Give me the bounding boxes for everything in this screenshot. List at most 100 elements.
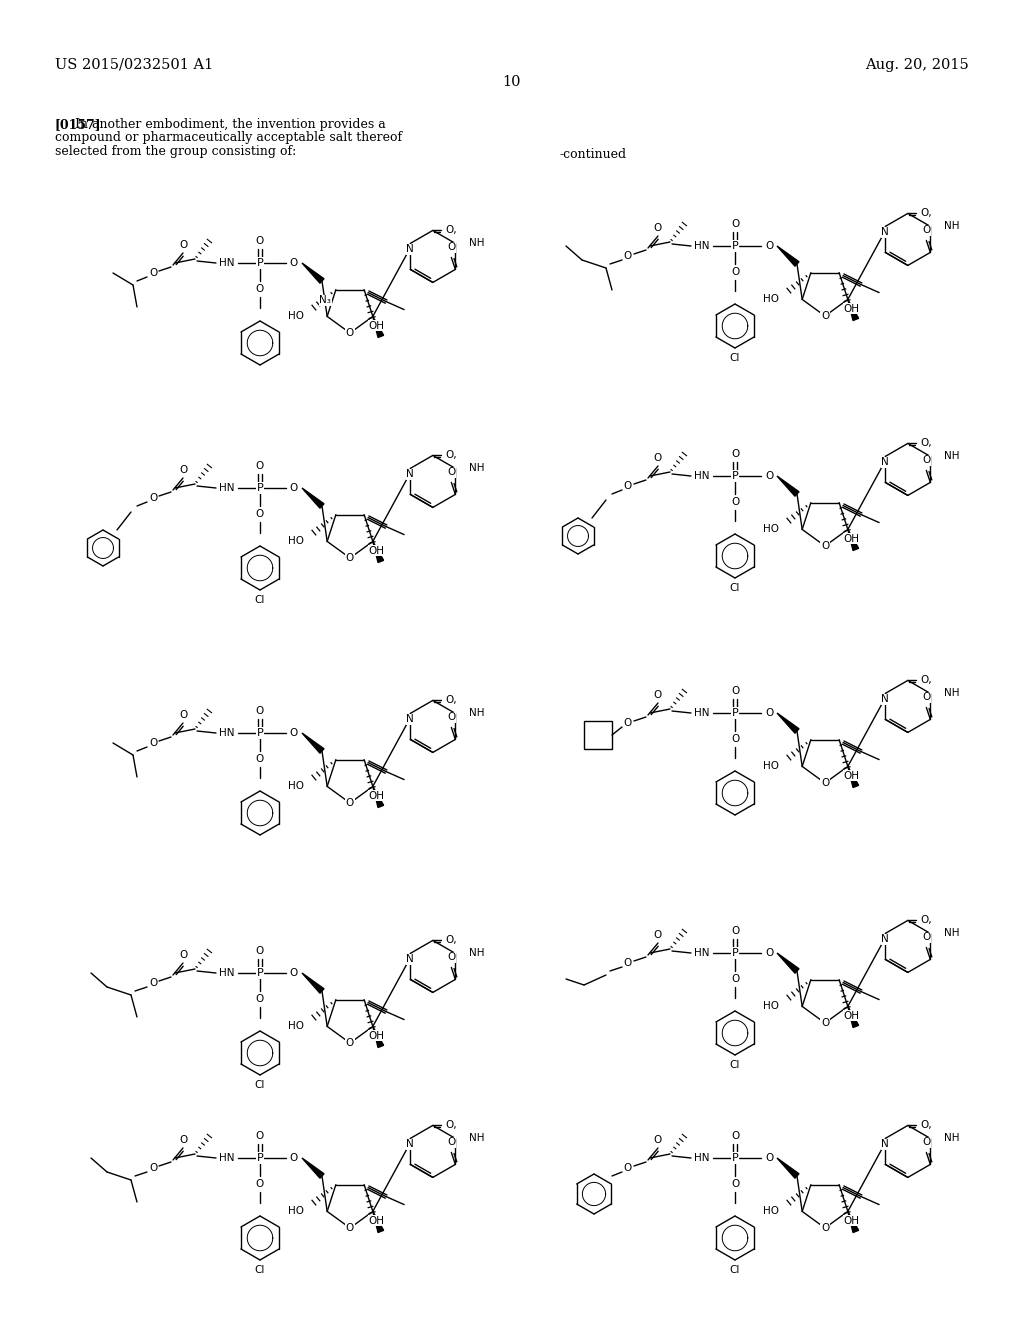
Text: Cl: Cl xyxy=(730,1265,740,1275)
Text: O,: O, xyxy=(445,450,457,461)
Text: selected from the group consisting of:: selected from the group consisting of: xyxy=(55,145,296,158)
Text: P: P xyxy=(731,471,738,480)
Text: O,: O, xyxy=(445,1121,457,1130)
Text: O: O xyxy=(923,932,931,942)
Text: NH: NH xyxy=(944,1134,959,1143)
Text: O: O xyxy=(447,713,456,722)
Text: O: O xyxy=(447,953,456,962)
Text: N: N xyxy=(407,1139,414,1150)
Text: O: O xyxy=(731,449,739,459)
Text: O: O xyxy=(731,974,739,983)
Text: O: O xyxy=(256,284,264,294)
Text: Cl: Cl xyxy=(255,1265,265,1275)
Text: HN: HN xyxy=(694,948,710,958)
Polygon shape xyxy=(302,1158,324,1179)
Text: O: O xyxy=(346,1224,354,1233)
Text: Aug. 20, 2015: Aug. 20, 2015 xyxy=(865,58,969,73)
Text: NH: NH xyxy=(944,928,959,939)
Text: O,: O, xyxy=(920,1121,932,1130)
Text: O: O xyxy=(731,686,739,696)
Text: O: O xyxy=(821,1018,829,1028)
Text: O: O xyxy=(346,799,354,808)
Text: HN: HN xyxy=(694,471,710,480)
Polygon shape xyxy=(373,1212,384,1233)
Text: Cl: Cl xyxy=(730,583,740,593)
Text: O: O xyxy=(731,219,739,228)
Text: O: O xyxy=(731,927,739,936)
Text: HN: HN xyxy=(219,729,234,738)
Text: O: O xyxy=(923,226,931,235)
Text: N: N xyxy=(882,1139,889,1150)
Text: Cl: Cl xyxy=(255,595,265,605)
Text: O,: O, xyxy=(445,696,457,705)
Text: O: O xyxy=(654,223,663,234)
Text: O: O xyxy=(256,1179,264,1189)
Text: O: O xyxy=(765,242,773,251)
Text: O: O xyxy=(654,1135,663,1144)
Text: O: O xyxy=(624,480,632,491)
Text: O: O xyxy=(179,950,187,960)
Text: OH: OH xyxy=(368,791,384,801)
Text: OH: OH xyxy=(368,1216,384,1225)
Polygon shape xyxy=(777,1158,799,1179)
Polygon shape xyxy=(848,1006,858,1027)
Text: HO: HO xyxy=(763,760,779,771)
Text: O: O xyxy=(821,1224,829,1233)
Text: O: O xyxy=(654,690,663,700)
Text: P: P xyxy=(731,1152,738,1163)
Text: O: O xyxy=(346,327,354,338)
Text: OH: OH xyxy=(368,545,384,556)
Text: O: O xyxy=(290,257,298,268)
Text: O: O xyxy=(447,1138,456,1147)
Text: HN: HN xyxy=(694,242,710,251)
Text: O: O xyxy=(731,267,739,277)
Text: O: O xyxy=(765,1152,773,1163)
Polygon shape xyxy=(848,529,858,550)
Text: O: O xyxy=(765,948,773,958)
Text: O: O xyxy=(256,946,264,956)
Text: NH: NH xyxy=(944,222,959,231)
Text: O: O xyxy=(731,498,739,507)
Text: O: O xyxy=(654,931,663,940)
Text: O: O xyxy=(256,236,264,246)
Text: HO: HO xyxy=(288,1020,304,1031)
Text: O: O xyxy=(731,1131,739,1140)
Text: N: N xyxy=(407,470,414,479)
Polygon shape xyxy=(848,767,858,788)
Text: P: P xyxy=(731,708,738,718)
Text: P: P xyxy=(257,1152,263,1163)
Text: O: O xyxy=(624,958,632,968)
Text: N: N xyxy=(407,714,414,725)
Text: HO: HO xyxy=(763,1205,779,1216)
Text: O: O xyxy=(923,1138,931,1147)
Text: P: P xyxy=(257,483,263,492)
Text: OH: OH xyxy=(843,304,859,314)
Text: OH: OH xyxy=(843,1216,859,1225)
Text: O: O xyxy=(256,994,264,1005)
Text: O: O xyxy=(179,710,187,719)
Text: HO: HO xyxy=(763,1001,779,1011)
Text: NH: NH xyxy=(469,948,484,958)
Text: O: O xyxy=(923,455,931,466)
Text: N₃: N₃ xyxy=(319,296,331,305)
Text: [0157]: [0157] xyxy=(55,117,101,131)
Text: NH: NH xyxy=(469,709,484,718)
Text: HN: HN xyxy=(694,708,710,718)
Text: HN: HN xyxy=(219,483,234,492)
Text: In another embodiment, the invention provides a: In another embodiment, the invention pro… xyxy=(55,117,386,131)
Text: O,: O, xyxy=(445,226,457,235)
Text: O: O xyxy=(290,483,298,492)
Polygon shape xyxy=(373,317,384,338)
Text: P: P xyxy=(731,242,738,251)
Text: HO: HO xyxy=(763,524,779,533)
Text: N: N xyxy=(407,954,414,965)
Text: O,: O, xyxy=(920,209,932,218)
Text: O: O xyxy=(624,1163,632,1173)
Text: O: O xyxy=(821,777,829,788)
Text: P: P xyxy=(731,948,738,958)
Text: O: O xyxy=(179,465,187,475)
Text: P: P xyxy=(257,729,263,738)
Text: P: P xyxy=(257,968,263,978)
Text: 10: 10 xyxy=(503,75,521,88)
Text: O: O xyxy=(821,541,829,550)
